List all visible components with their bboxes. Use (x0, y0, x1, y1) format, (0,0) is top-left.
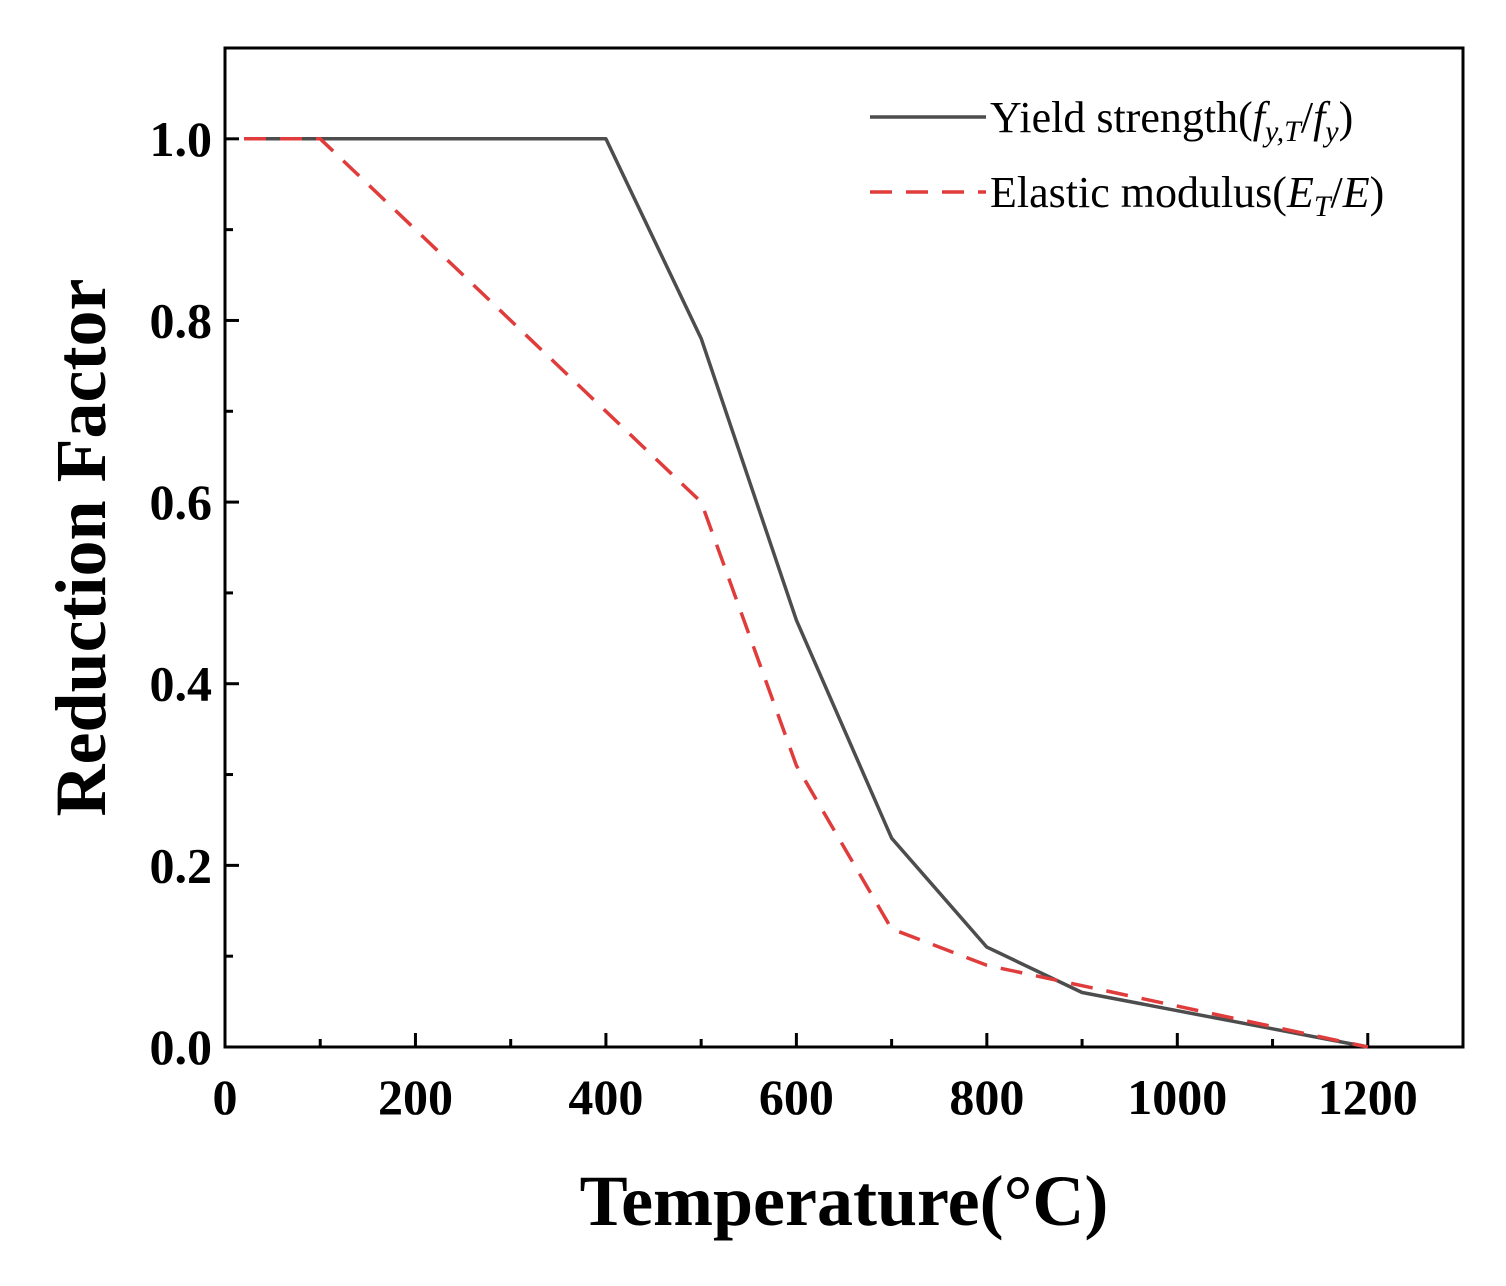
legend-label-yield: Yield strength(fy,T/fy) (990, 93, 1353, 148)
x-tick-label: 600 (759, 1069, 834, 1125)
y-tick-label: 1.0 (150, 111, 213, 167)
legend-label-modulus: Elastic modulus(ET/E) (990, 168, 1384, 223)
x-axis-title: Temperature(°C) (580, 1161, 1109, 1241)
x-tick-label: 200 (378, 1069, 453, 1125)
series-lines (244, 137, 1369, 1049)
elastic-modulus-line (244, 137, 1369, 1049)
y-tick-label: 0.4 (150, 656, 213, 712)
yield-strength-line (244, 137, 1369, 1049)
y-tick-label: 0.6 (150, 474, 213, 530)
legend: Yield strength(fy,T/fy) Elastic modulus(E… (870, 93, 1384, 223)
x-tick-label: 1200 (1318, 1069, 1418, 1125)
plot-frame (223, 46, 1465, 1049)
y-axis-title: Reduction Factor (41, 279, 121, 817)
x-tick-label: 400 (568, 1069, 643, 1125)
y-tick-label: 0.0 (150, 1019, 213, 1075)
y-tick-label: 0.2 (150, 837, 213, 893)
axes: 0 200 400 600 800 1000 1200 0.0 0.2 0.4 0.6 0.8 1.0 (150, 46, 1465, 1125)
x-tick-label: 0 (213, 1069, 238, 1125)
x-tick-label: 800 (949, 1069, 1024, 1125)
y-tick-label: 0.8 (150, 292, 213, 348)
x-tick-label: 1000 (1127, 1069, 1227, 1125)
